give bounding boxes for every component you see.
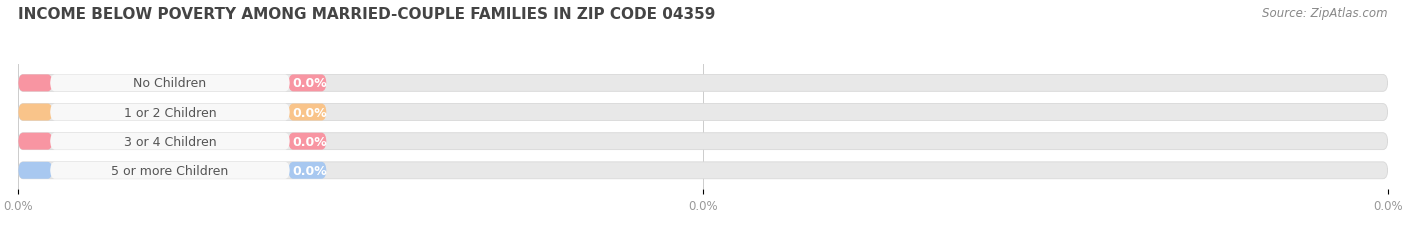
- Text: INCOME BELOW POVERTY AMONG MARRIED-COUPLE FAMILIES IN ZIP CODE 04359: INCOME BELOW POVERTY AMONG MARRIED-COUPL…: [18, 7, 716, 22]
- FancyBboxPatch shape: [288, 133, 326, 150]
- FancyBboxPatch shape: [51, 75, 290, 92]
- FancyBboxPatch shape: [18, 133, 1388, 150]
- FancyBboxPatch shape: [288, 162, 326, 179]
- FancyBboxPatch shape: [18, 75, 1388, 92]
- Text: 0.0%: 0.0%: [292, 164, 326, 177]
- Text: 1 or 2 Children: 1 or 2 Children: [124, 106, 217, 119]
- FancyBboxPatch shape: [288, 75, 326, 92]
- Text: 3 or 4 Children: 3 or 4 Children: [124, 135, 217, 148]
- FancyBboxPatch shape: [18, 104, 1388, 121]
- FancyBboxPatch shape: [18, 75, 52, 92]
- Text: Source: ZipAtlas.com: Source: ZipAtlas.com: [1263, 7, 1388, 20]
- Text: No Children: No Children: [134, 77, 207, 90]
- FancyBboxPatch shape: [18, 104, 52, 121]
- Text: 0.0%: 0.0%: [292, 106, 326, 119]
- FancyBboxPatch shape: [51, 104, 290, 121]
- FancyBboxPatch shape: [18, 162, 52, 179]
- Text: 0.0%: 0.0%: [292, 135, 326, 148]
- FancyBboxPatch shape: [51, 162, 290, 179]
- Text: 5 or more Children: 5 or more Children: [111, 164, 229, 177]
- FancyBboxPatch shape: [51, 133, 290, 150]
- FancyBboxPatch shape: [288, 104, 326, 121]
- FancyBboxPatch shape: [18, 162, 1388, 179]
- FancyBboxPatch shape: [18, 133, 52, 150]
- Text: 0.0%: 0.0%: [292, 77, 326, 90]
